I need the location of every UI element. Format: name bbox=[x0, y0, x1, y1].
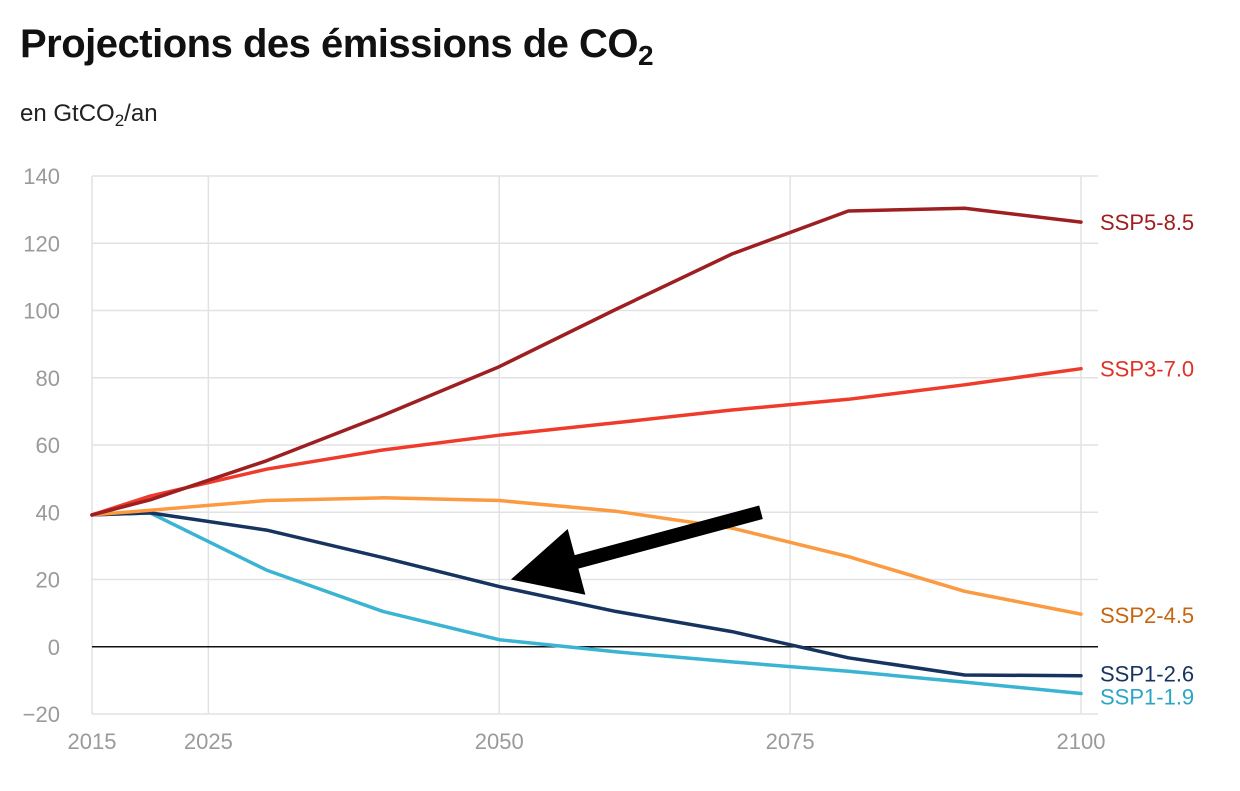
x-tick-label: 2015 bbox=[68, 729, 117, 754]
series-label-ssp5-8-5: SSP5-8.5 bbox=[1100, 210, 1194, 235]
subtitle-subscript: 2 bbox=[114, 111, 125, 130]
y-tick-label: 60 bbox=[36, 433, 60, 458]
tick-layer: −20 0 20 40 60 80 100 120 140 2015 2025 2050 2075 210… bbox=[23, 164, 1106, 754]
series-line-ssp5-8-5 bbox=[90, 206, 1083, 517]
series-label-ssp3-7-0: SSP3-7.0 bbox=[1100, 357, 1194, 382]
y-tick-label: 40 bbox=[36, 500, 60, 525]
y-tick-label: 80 bbox=[36, 366, 60, 391]
annotation-layer bbox=[510, 505, 763, 595]
series-line-ssp2-4-5 bbox=[90, 496, 1083, 616]
chart-subtitle: en GtCO2/an bbox=[20, 100, 158, 130]
y-tick-label: 0 bbox=[48, 635, 60, 660]
chart-title-text: Projections des émissions de CO bbox=[20, 22, 639, 66]
x-tick-label: 2100 bbox=[1057, 729, 1106, 754]
y-tick-label: 140 bbox=[23, 164, 60, 189]
y-tick-label: −20 bbox=[23, 702, 60, 727]
annotation-arrow bbox=[510, 505, 763, 595]
series-layer bbox=[90, 206, 1083, 696]
chart-title-subscript: 2 bbox=[638, 40, 654, 71]
x-tick-label: 2075 bbox=[766, 729, 815, 754]
y-tick-label: 120 bbox=[23, 231, 60, 256]
series-line-ssp1-1-9 bbox=[90, 511, 1083, 696]
x-tick-label: 2050 bbox=[475, 729, 524, 754]
y-tick-label: 20 bbox=[36, 568, 60, 593]
series-label-ssp1-2-6: SSP1-2.6 bbox=[1100, 662, 1194, 687]
series-line-ssp1-2-6 bbox=[90, 511, 1083, 678]
chart-title: Projections des émissions de CO2 bbox=[20, 22, 654, 70]
grid-layer bbox=[91, 175, 1098, 715]
subtitle-post: /an bbox=[124, 100, 158, 127]
subtitle-pre: en GtCO bbox=[20, 100, 115, 127]
series-label-ssp2-4-5: SSP2-4.5 bbox=[1100, 603, 1194, 628]
x-tick-label: 2025 bbox=[184, 729, 233, 754]
y-tick-label: 100 bbox=[23, 299, 60, 324]
series-label-ssp1-1-9: SSP1-1.9 bbox=[1100, 684, 1194, 709]
series-line-ssp3-7-0 bbox=[90, 366, 1083, 517]
